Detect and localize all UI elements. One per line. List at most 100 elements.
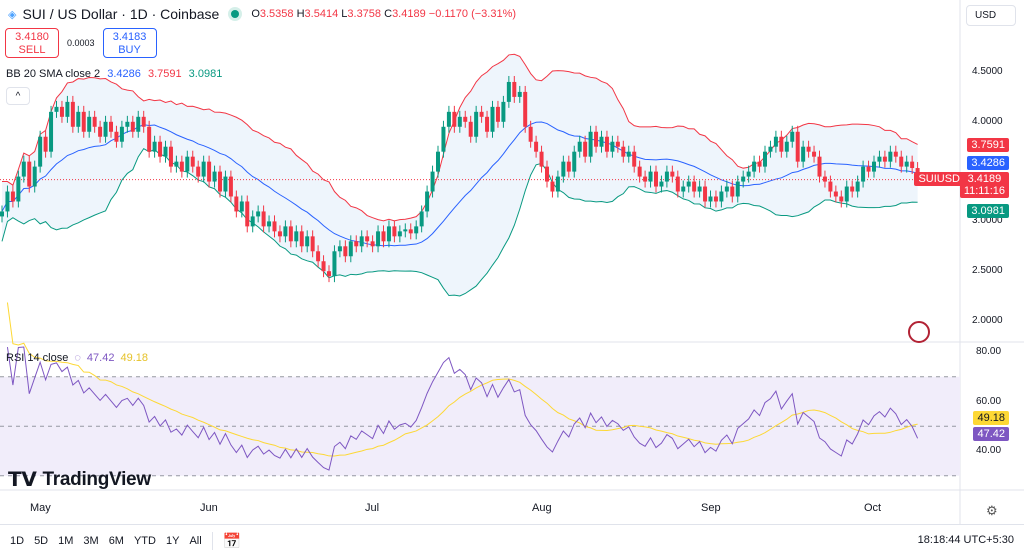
- range-1y[interactable]: 1Y: [165, 534, 180, 547]
- candle: [670, 171, 675, 177]
- range-all[interactable]: All: [189, 534, 202, 547]
- candle: [174, 161, 179, 167]
- candle: [81, 111, 86, 132]
- range-6m[interactable]: 6M: [108, 534, 124, 547]
- candle: [316, 251, 321, 262]
- rsi-ma-label: 49.18: [973, 411, 1009, 425]
- candle: [130, 121, 135, 132]
- candle: [773, 136, 778, 147]
- candle: [899, 156, 904, 167]
- candle: [136, 116, 141, 132]
- candle: [790, 131, 795, 142]
- candle: [168, 146, 173, 167]
- time-tick: Aug: [532, 502, 552, 514]
- candle: [512, 81, 517, 97]
- candle: [452, 111, 457, 127]
- candle: [87, 116, 92, 132]
- candle: [76, 111, 81, 127]
- candle: [16, 176, 21, 202]
- ohlc-readout: O3.5358 H3.5414 L3.3758 C3.4189 −0.1170 …: [251, 8, 517, 20]
- candle: [218, 171, 222, 192]
- candle: [517, 91, 522, 97]
- time-tick: Jun: [200, 502, 218, 514]
- candle: [708, 196, 713, 202]
- market-status-icon: [231, 10, 240, 18]
- candle: [386, 226, 391, 242]
- symbol-label: SUIUSD: [914, 172, 964, 186]
- rsi-legend[interactable]: RSI 14 close ◌ 47.42 49.18: [6, 352, 148, 364]
- candle: [332, 251, 337, 277]
- goto-date-calendar-icon[interactable]: 📅: [222, 532, 242, 550]
- candle: [697, 186, 702, 192]
- candle: [152, 141, 157, 152]
- currency-select[interactable]: USD: [966, 5, 1016, 26]
- candle: [779, 136, 784, 152]
- candle: [70, 101, 75, 127]
- candle: [114, 131, 119, 142]
- range-1m[interactable]: 1M: [58, 534, 74, 547]
- candle: [632, 151, 637, 167]
- candle: [38, 136, 43, 167]
- candle: [468, 121, 473, 137]
- bb-legend[interactable]: BB 20 SMA close 2 3.4286 3.7591 3.0981: [6, 68, 223, 80]
- candle: [866, 166, 871, 172]
- time-tick: Sep: [701, 502, 721, 514]
- candle: [305, 236, 310, 247]
- candle: [904, 161, 909, 167]
- candle: [839, 196, 844, 202]
- symbol-title[interactable]: SUI / US Dollar · 1D · Coinbase: [22, 6, 220, 22]
- candle: [408, 229, 413, 234]
- candle: [446, 111, 451, 127]
- candle: [299, 231, 304, 247]
- candle: [812, 151, 817, 157]
- candle: [59, 106, 64, 117]
- candle: [872, 161, 876, 172]
- candle: [888, 151, 893, 162]
- range-1d[interactable]: 1D: [10, 534, 25, 547]
- us-flag-icon[interactable]: [908, 321, 930, 343]
- tv-logo-icon: 𝗧𝗩: [8, 469, 37, 491]
- chart-canvas[interactable]: [0, 0, 1024, 524]
- basis-label: 3.4286: [967, 156, 1009, 170]
- candle: [288, 226, 293, 242]
- candle: [425, 191, 430, 212]
- tradingview-logo: 𝗧𝗩 TradingView: [8, 468, 151, 492]
- candle: [474, 111, 479, 137]
- candle: [594, 131, 599, 147]
- candle: [621, 146, 626, 157]
- candle: [490, 106, 495, 132]
- candle: [179, 161, 184, 172]
- candle: [337, 246, 342, 252]
- candle: [343, 246, 348, 257]
- candle: [239, 201, 244, 212]
- candle: [664, 171, 669, 182]
- candle: [196, 166, 201, 177]
- candle: [686, 181, 691, 187]
- rsi-ma-line: [6, 302, 918, 457]
- candle: [463, 116, 468, 122]
- candle: [501, 101, 506, 122]
- buy-button[interactable]: 3.4183 BUY: [102, 28, 157, 58]
- candle: [370, 241, 375, 247]
- candle: [397, 231, 402, 237]
- sui-drop-icon: ◈: [8, 8, 17, 21]
- candle: [615, 141, 620, 147]
- candle: [201, 161, 206, 177]
- candle: [768, 146, 773, 152]
- range-5d[interactable]: 5D: [34, 534, 49, 547]
- candle: [32, 166, 37, 187]
- price-tick: 3.0000: [972, 215, 1003, 226]
- candle: [212, 171, 217, 182]
- candle: [801, 146, 806, 162]
- candle: [692, 181, 697, 192]
- sell-button[interactable]: 3.4180 SELL: [5, 28, 59, 58]
- range-ytd[interactable]: YTD: [133, 534, 156, 547]
- range-3m[interactable]: 3M: [83, 534, 99, 547]
- time-tick: Jul: [365, 502, 380, 514]
- candle: [392, 226, 397, 237]
- settings-gear-icon[interactable]: ⚙: [986, 503, 998, 518]
- candle: [681, 186, 686, 192]
- loading-icon: ◌: [74, 352, 81, 364]
- collapse-legend-button[interactable]: ^: [6, 87, 30, 105]
- candle: [572, 151, 577, 172]
